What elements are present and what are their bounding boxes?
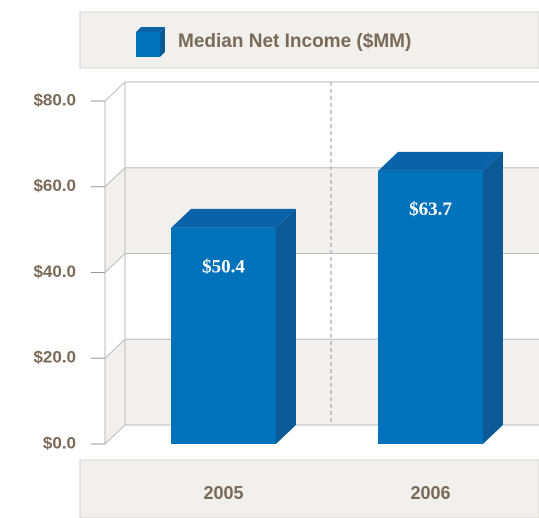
bar-side (276, 208, 296, 444)
grid-line (104, 167, 126, 188)
bar-top (171, 208, 296, 228)
x-tick-label: 2006 (410, 483, 450, 503)
value-label: $63.7 (409, 199, 452, 220)
side-band (105, 339, 125, 444)
grid-line (104, 424, 126, 445)
legend-swatch-top (136, 27, 165, 32)
y-tick-label: $0.0 (43, 433, 76, 452)
bar (171, 227, 276, 444)
grid-line (104, 338, 126, 359)
value-label: $50.4 (202, 256, 245, 277)
legend-swatch (136, 32, 160, 57)
legend-swatch-side (160, 27, 165, 57)
bar (378, 170, 483, 445)
bar-top (378, 151, 503, 171)
bar-side (483, 151, 503, 445)
grid-line (104, 253, 126, 273)
legend-label: Median Net Income ($MM) (178, 31, 411, 52)
side-band (105, 167, 125, 273)
y-tick-label: $60.0 (33, 176, 76, 195)
y-tick-label: $20.0 (33, 348, 76, 367)
y-tick-label: $80.0 (33, 90, 76, 109)
y-tick-label: $40.0 (33, 262, 76, 281)
grid-line (104, 81, 126, 102)
x-tick-label: 2005 (203, 483, 243, 503)
category-band (79, 459, 539, 518)
